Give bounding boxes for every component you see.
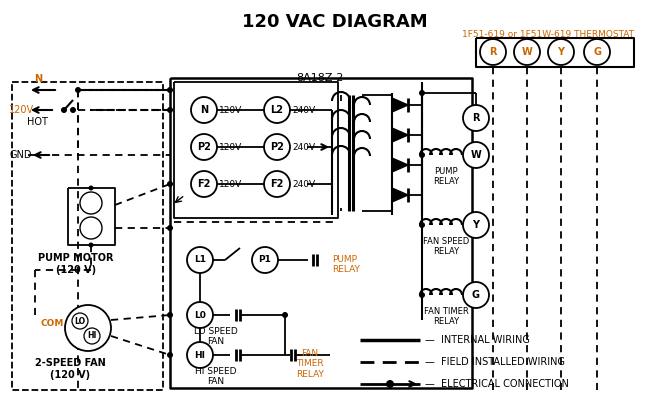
Text: 120V: 120V [9, 105, 34, 115]
Text: Y: Y [557, 47, 565, 57]
Text: R: R [472, 113, 480, 123]
Text: P2: P2 [197, 142, 211, 152]
Circle shape [282, 312, 288, 318]
Text: —  FIELD INSTALLED WIRING: — FIELD INSTALLED WIRING [425, 357, 565, 367]
Text: Y: Y [472, 220, 480, 230]
Circle shape [584, 39, 610, 65]
Text: 1F51-619 or 1F51W-619 THERMOSTAT: 1F51-619 or 1F51W-619 THERMOSTAT [462, 30, 634, 39]
Circle shape [167, 181, 173, 187]
Text: G: G [472, 290, 480, 300]
Circle shape [548, 39, 574, 65]
Text: N: N [34, 74, 42, 84]
Circle shape [70, 107, 76, 113]
Text: P2: P2 [270, 142, 284, 152]
Circle shape [187, 342, 213, 368]
Text: PUMP
RELAY: PUMP RELAY [433, 167, 459, 186]
Text: HI: HI [87, 331, 96, 341]
Text: 2-SPEED FAN
(120 V): 2-SPEED FAN (120 V) [35, 358, 105, 380]
Circle shape [191, 134, 217, 160]
Text: F2: F2 [270, 179, 283, 189]
Circle shape [80, 217, 102, 239]
Polygon shape [392, 158, 408, 172]
Text: PUMP
RELAY: PUMP RELAY [332, 255, 360, 274]
Circle shape [463, 105, 489, 131]
Text: LO: LO [74, 316, 86, 326]
Text: —  ELECTRICAL CONNECTION: — ELECTRICAL CONNECTION [425, 379, 569, 389]
Circle shape [167, 312, 173, 318]
Circle shape [463, 212, 489, 238]
Text: 240V: 240V [292, 106, 315, 114]
Circle shape [419, 152, 425, 158]
Circle shape [84, 328, 100, 344]
Circle shape [252, 247, 278, 273]
Circle shape [419, 90, 425, 96]
Circle shape [167, 352, 173, 358]
Text: 120V: 120V [219, 142, 243, 152]
Text: 120 VAC DIAGRAM: 120 VAC DIAGRAM [242, 13, 428, 31]
Text: L2: L2 [271, 105, 283, 115]
Text: R: R [489, 47, 496, 57]
Text: FAN SPEED
RELAY: FAN SPEED RELAY [423, 237, 469, 256]
Circle shape [72, 313, 88, 329]
Text: 120V: 120V [219, 106, 243, 114]
Circle shape [75, 87, 81, 93]
Text: F2: F2 [197, 179, 210, 189]
Circle shape [191, 171, 217, 197]
Text: 240V: 240V [292, 179, 315, 189]
Text: HI: HI [194, 351, 206, 360]
Circle shape [419, 292, 425, 298]
Text: W: W [470, 150, 481, 160]
Circle shape [61, 107, 67, 113]
Text: G: G [593, 47, 601, 57]
Polygon shape [392, 98, 408, 112]
Text: N: N [200, 105, 208, 115]
Text: L1: L1 [194, 256, 206, 264]
Text: HI SPEED
FAN: HI SPEED FAN [195, 367, 237, 386]
Text: LO SPEED
FAN: LO SPEED FAN [194, 327, 238, 347]
Text: FAN
TIMER
RELAY: FAN TIMER RELAY [296, 349, 324, 379]
Circle shape [187, 247, 213, 273]
Text: FAN TIMER
RELAY: FAN TIMER RELAY [423, 307, 468, 326]
Circle shape [88, 243, 94, 248]
Circle shape [480, 39, 506, 65]
Circle shape [65, 305, 111, 351]
Circle shape [80, 192, 102, 214]
Text: —  INTERNAL WIRING: — INTERNAL WIRING [425, 335, 530, 345]
Circle shape [167, 87, 173, 93]
Circle shape [187, 302, 213, 328]
Text: COM: COM [41, 320, 64, 328]
Text: L0: L0 [194, 310, 206, 320]
Text: GND: GND [9, 150, 31, 160]
Circle shape [264, 97, 290, 123]
Text: PUMP MOTOR
(120 V): PUMP MOTOR (120 V) [38, 253, 114, 274]
Text: 120V: 120V [219, 179, 243, 189]
Circle shape [191, 97, 217, 123]
Text: 8A18Z-2: 8A18Z-2 [296, 73, 344, 83]
Circle shape [167, 107, 173, 113]
Circle shape [463, 142, 489, 168]
Circle shape [264, 134, 290, 160]
Circle shape [264, 171, 290, 197]
Polygon shape [392, 128, 408, 142]
Text: W: W [522, 47, 533, 57]
Polygon shape [392, 188, 408, 202]
Circle shape [419, 222, 425, 228]
Text: 240V: 240V [292, 142, 315, 152]
Text: P1: P1 [259, 256, 271, 264]
Circle shape [386, 380, 394, 388]
Circle shape [167, 225, 173, 231]
Text: HOT: HOT [27, 117, 48, 127]
Circle shape [88, 186, 94, 191]
Circle shape [463, 282, 489, 308]
Circle shape [514, 39, 540, 65]
